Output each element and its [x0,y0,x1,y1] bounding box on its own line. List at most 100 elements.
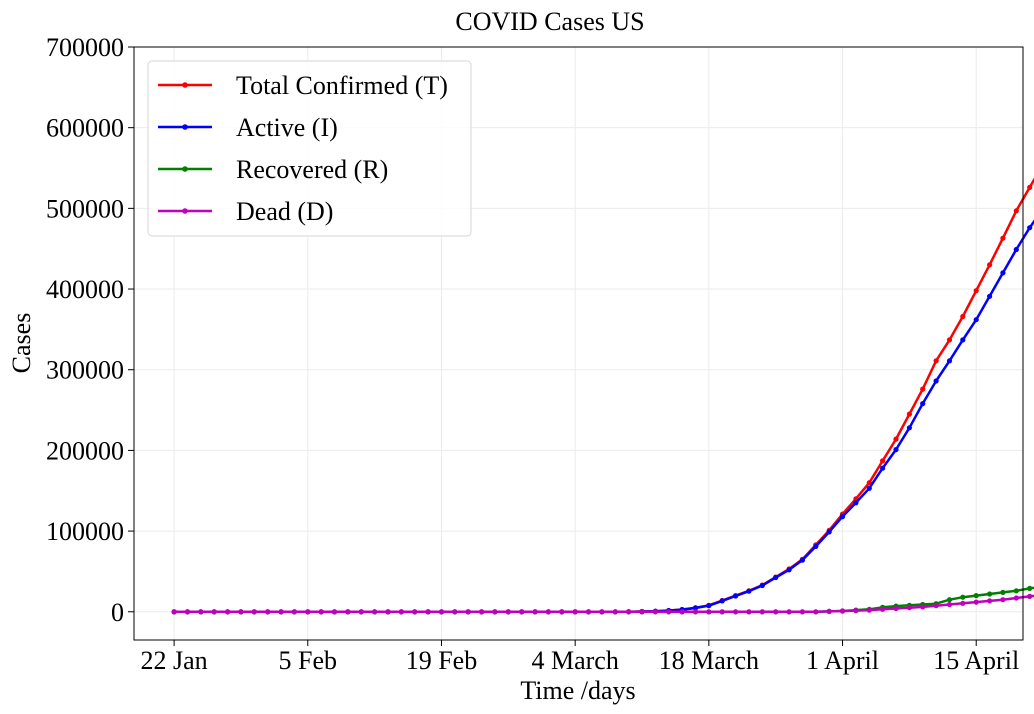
data-point [920,604,926,610]
data-point [960,600,966,606]
data-point [545,609,552,615]
data-point [1000,270,1006,276]
x-tick-label: 1 April [806,646,879,675]
data-point [465,609,471,615]
data-point [746,609,752,615]
data-point [1027,225,1033,231]
data-point [987,598,993,604]
legend-swatch-marker [182,82,188,88]
data-point [198,609,204,615]
data-point [719,609,725,615]
data-point [1013,595,1019,601]
data-point [331,609,338,615]
x-tick-label: 5 Feb [279,646,338,675]
data-point [733,609,739,615]
data-point [893,436,899,442]
data-point [505,609,511,615]
data-point [973,288,979,294]
y-tick-label: 500000 [46,194,124,223]
data-point [385,609,391,615]
data-point [1027,593,1033,600]
data-point [906,411,913,417]
data-point [238,609,244,615]
data-point [438,609,445,615]
data-point [813,543,819,550]
data-point [1000,589,1006,596]
legend-label: Total Confirmed (T) [236,71,448,100]
data-point [225,609,231,615]
data-point [987,293,993,299]
data-point [372,609,378,615]
data-point [839,608,846,614]
data-point [853,500,859,506]
data-point [398,609,404,615]
data-point [960,313,966,320]
data-point [933,358,939,364]
series-3 [171,593,1034,615]
data-point [612,609,618,615]
y-tick-label: 600000 [46,114,124,143]
data-point [960,337,966,343]
data-point [1000,597,1006,603]
data-point [1013,208,1019,214]
x-tick-label: 18 March [659,646,759,675]
y-axis-label: Cases [7,313,36,374]
chart-title: COVID Cases US [455,7,644,36]
data-point [920,401,926,407]
data-point [1013,246,1019,253]
x-tick-label: 4 March [531,646,618,675]
y-tick-label: 700000 [46,33,124,62]
x-axis-label: Time /days [520,676,635,705]
data-point [799,609,806,615]
axis-ticks: 22 Jan 5 Feb 19 Feb 4 March 18 March 1 April 1… [46,33,1019,675]
data-point [1027,184,1033,190]
data-point [585,609,592,615]
data-point [799,557,806,563]
data-point [946,597,953,603]
y-tick-label: 200000 [46,436,124,465]
data-point [305,609,311,615]
legend-swatch-marker [182,166,188,172]
data-point [479,609,485,615]
data-point [345,609,351,615]
data-point [532,609,538,615]
data-point [679,609,685,615]
data-point [719,598,725,604]
data-point [599,609,605,615]
data-point [826,608,832,615]
x-tick-label: 19 Feb [406,646,478,675]
data-point [278,609,284,615]
x-tick-label: 22 Jan [141,646,208,675]
plot-frame [133,46,1024,641]
data-point [880,606,886,612]
data-point [746,588,752,594]
data-point [184,609,191,615]
data-point [171,609,177,615]
data-point [265,609,271,615]
data-point [839,514,846,520]
data-point [973,317,979,323]
data-point [946,337,953,343]
data-point [960,594,966,600]
y-tick-label: 400000 [46,275,124,304]
data-point [706,609,712,615]
data-point [1013,588,1019,594]
data-point [251,609,257,615]
data-point [652,609,659,615]
data-point [853,608,859,614]
series-lines [171,177,1034,615]
x-tick-label: 15 April [933,646,1019,675]
data-point [973,593,979,599]
data-point [626,609,632,615]
data-point [666,609,672,615]
data-point [920,386,926,392]
data-point [318,609,324,615]
data-point [358,609,364,615]
data-point [706,603,712,609]
data-point [425,609,431,615]
data-point [813,609,819,615]
data-point [906,425,913,431]
data-point [933,603,939,609]
data-point [452,609,458,615]
data-point [692,605,699,611]
